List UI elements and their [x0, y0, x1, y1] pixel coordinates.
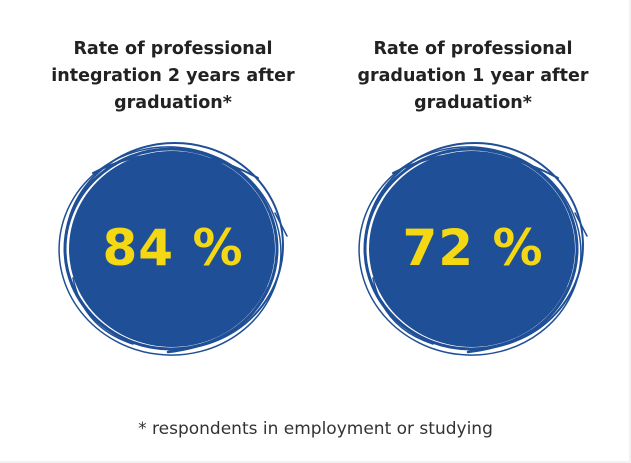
- brush-circle: 84 %: [53, 138, 293, 358]
- stat-title-line: graduation*: [414, 93, 532, 113]
- stat-title-line: Rate of professional: [73, 39, 273, 59]
- stat-title-line: graduation*: [114, 93, 232, 113]
- stat-title: Rate of professional graduation 1 year a…: [323, 36, 623, 117]
- brush-circle-graphic: [58, 141, 288, 356]
- stat-title: Rate of professional integration 2 years…: [23, 36, 323, 117]
- stat-title-line: integration 2 years after: [51, 66, 295, 86]
- brush-circle-graphic: [358, 141, 588, 356]
- brush-circle: 72 %: [353, 138, 593, 358]
- footnote: * respondents in employment or studying: [138, 419, 493, 439]
- stat-title-line: graduation 1 year after: [357, 66, 589, 86]
- stat-title-line: Rate of professional: [373, 39, 573, 59]
- stat-value: 72 %: [402, 219, 544, 277]
- stat-value: 84 %: [102, 219, 244, 277]
